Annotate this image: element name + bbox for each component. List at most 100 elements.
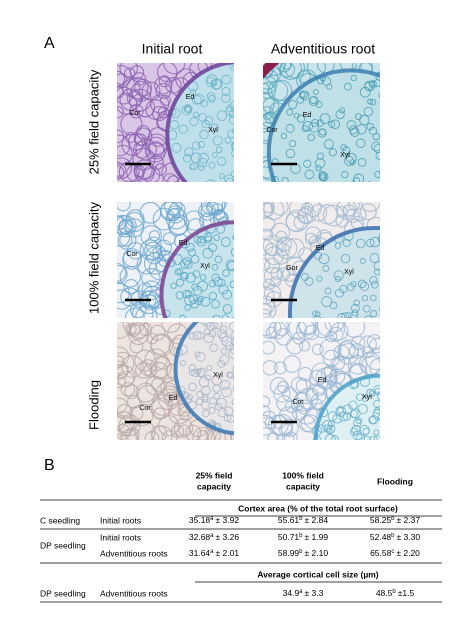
- stele-cell: [212, 314, 222, 318]
- stele-cell: [429, 364, 438, 373]
- stele-cell: [368, 80, 375, 87]
- table-cell: 58.99b ± 2.10: [278, 548, 328, 558]
- stele-cell: [372, 132, 380, 141]
- stele-cell: [222, 269, 230, 277]
- cortex-cell: [285, 209, 309, 233]
- cortex-cell: [263, 414, 276, 436]
- stele-cell: [433, 319, 440, 326]
- stele-cell: [239, 179, 246, 186]
- stele-cell: [191, 141, 201, 150]
- stele-cell: [200, 296, 211, 307]
- stele-cell: [397, 160, 406, 169]
- stele-cell: [442, 331, 450, 339]
- cortex-cell: [141, 81, 161, 101]
- stele-cell: [375, 151, 380, 160]
- stele-cell: [251, 398, 258, 405]
- cortex-cell: [263, 202, 275, 214]
- cortex-cell: [167, 208, 181, 222]
- stele-cell: [251, 73, 260, 82]
- cell-letter: b: [392, 589, 396, 595]
- stele-cell: [330, 467, 338, 475]
- stele-cell: [230, 247, 234, 257]
- cortex-cell: [136, 125, 151, 140]
- stele-cell: [351, 478, 357, 484]
- cell-letter: a: [210, 516, 214, 522]
- stele-cell: [312, 441, 320, 449]
- cortex-cell: [144, 136, 168, 160]
- stele-cell: [288, 139, 297, 148]
- stele-cell: [391, 310, 400, 319]
- stele-cell: [350, 469, 359, 478]
- cortex-cell: [125, 209, 145, 228]
- stele-cell: [357, 279, 367, 289]
- stele-cell: [355, 417, 363, 424]
- stele-cell: [344, 457, 351, 464]
- stele-cell: [203, 333, 214, 344]
- stele-cell: [444, 341, 449, 346]
- stele-cell: [377, 461, 385, 469]
- cortex-cell: [263, 258, 271, 271]
- cortex-cell: [360, 202, 380, 212]
- stele-cell: [216, 397, 227, 409]
- cell-mean: 31.64: [189, 548, 211, 558]
- stele-cell: [356, 433, 365, 440]
- section-title: Cortex area (% of the total root surface…: [238, 503, 398, 513]
- cortex-cell: [263, 298, 277, 318]
- stele-cell: [385, 437, 392, 444]
- cortex-cell: [296, 322, 317, 341]
- cortex-cell: [349, 343, 365, 359]
- cortex-cell: [120, 428, 139, 440]
- stele-cell: [353, 299, 360, 306]
- stele-cell: [221, 86, 231, 96]
- tissue-label: Ed: [318, 377, 327, 384]
- stele-cell: [355, 238, 366, 249]
- stele-cell: [200, 322, 210, 325]
- stele-cell: [231, 339, 234, 347]
- stele-cell: [246, 80, 255, 89]
- stele-cell: [232, 234, 234, 241]
- cortex-cell: [163, 202, 183, 216]
- stele-cell: [340, 254, 351, 264]
- stele-cell: [418, 273, 424, 279]
- cortex-cell: [135, 305, 158, 318]
- stele-cell: [257, 314, 264, 321]
- stele-cell: [316, 152, 324, 160]
- cortex-cell: [117, 163, 127, 177]
- tissue-label: Adventitious roots: [100, 548, 168, 558]
- stele-cell: [385, 105, 390, 110]
- stele-cell: [211, 264, 219, 271]
- cortex-cell: [117, 374, 127, 389]
- stele-cell: [231, 127, 234, 135]
- stele-cell: [192, 270, 201, 278]
- stele-cell: [235, 319, 244, 328]
- stele-cell: [415, 425, 421, 431]
- stele-cell: [216, 110, 228, 121]
- cortex-cell: [117, 70, 126, 87]
- micrograph: [263, 322, 438, 484]
- stele-cell: [255, 278, 263, 286]
- stele-cell: [430, 417, 438, 425]
- cortex-cell: [140, 225, 162, 247]
- cortex-cell: [162, 173, 179, 182]
- stele-cell: [221, 93, 231, 103]
- stele-cell: [255, 291, 261, 297]
- cell-sd: ± 3.30: [397, 532, 421, 542]
- stele-cell: [392, 361, 401, 370]
- stele-cell: [237, 416, 245, 424]
- stele-cell: [387, 459, 394, 466]
- endodermis: [313, 373, 380, 440]
- stele-cell: [377, 413, 380, 422]
- cortex-cell: [126, 77, 149, 100]
- stele-cell: [285, 148, 296, 159]
- stele-cell: [379, 233, 380, 239]
- stele-cell: [181, 105, 192, 116]
- stele-cell: [387, 455, 393, 461]
- stele-cell: [359, 188, 369, 198]
- stele-cell: [256, 377, 264, 385]
- stele-cell: [363, 447, 368, 452]
- stele-cell: [175, 278, 184, 287]
- cortex-cell: [347, 354, 368, 375]
- stele-cell: [405, 149, 411, 155]
- stele-cell: [184, 147, 194, 157]
- stele-cell: [190, 255, 200, 264]
